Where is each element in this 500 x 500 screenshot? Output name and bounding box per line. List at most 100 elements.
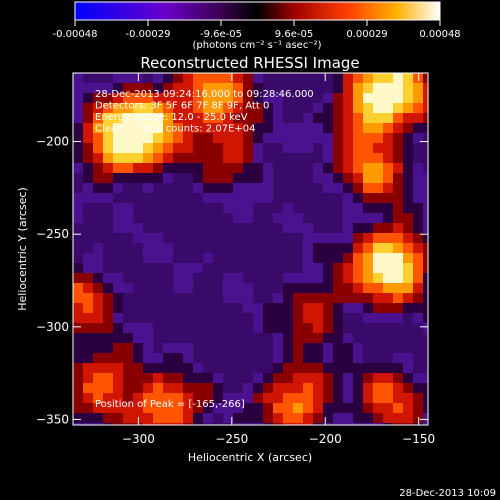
heatmap-cell xyxy=(373,243,383,253)
heatmap-cell xyxy=(173,393,183,403)
heatmap-cell xyxy=(363,283,373,293)
heatmap-cell xyxy=(283,353,293,363)
heatmap-cell xyxy=(403,393,413,403)
heatmap-cell xyxy=(163,343,173,353)
heatmap-cell xyxy=(253,293,263,303)
heatmap-cell xyxy=(223,243,233,253)
heatmap-cell xyxy=(73,333,83,343)
heatmap-cell xyxy=(143,363,153,373)
heatmap-cell xyxy=(193,293,203,303)
heatmap-cell xyxy=(203,263,213,273)
heatmap-cell xyxy=(193,383,203,393)
x-axis: −300 −250 −200 −150 xyxy=(122,73,435,446)
heatmap-cell xyxy=(213,123,223,133)
heatmap-cell xyxy=(153,93,163,103)
heatmap-cell xyxy=(283,363,293,373)
heatmap-cell xyxy=(293,103,303,113)
heatmap-cell xyxy=(173,363,183,373)
heatmap-cell xyxy=(83,153,93,163)
heatmap-cell xyxy=(223,283,233,293)
heatmap-cell xyxy=(303,123,313,133)
heatmap-cell xyxy=(363,413,373,423)
colorbar-tick-label: -9.6e-05 xyxy=(200,29,242,40)
heatmap-cell xyxy=(303,163,313,173)
heatmap-cell xyxy=(373,143,383,153)
heatmap-cell xyxy=(183,333,193,343)
heatmap-cell xyxy=(113,283,123,293)
heatmap-cell xyxy=(163,323,173,333)
heatmap-cell xyxy=(333,303,343,313)
heatmap-cell xyxy=(213,153,223,163)
heatmap-cell xyxy=(293,423,303,425)
heatmap-cell xyxy=(83,313,93,323)
heatmap-cell xyxy=(223,353,233,363)
heatmap-cell xyxy=(103,203,113,213)
colorbar: -0.00048 -0.00029 -9.6e-05 9.6e-05 0.00029 0.… xyxy=(53,1,461,51)
heatmap-cell xyxy=(193,303,203,313)
heatmap-cell xyxy=(103,293,113,303)
heatmap-cell xyxy=(203,173,213,183)
heatmap-cell xyxy=(183,413,193,423)
heatmap-cell xyxy=(273,103,283,113)
heatmap-cell xyxy=(283,153,293,163)
heatmap-cell xyxy=(363,233,373,243)
heatmap-cell xyxy=(123,413,133,423)
heatmap-cell xyxy=(423,93,428,103)
heatmap-cell xyxy=(263,163,273,173)
heatmap-cell xyxy=(403,73,413,83)
heatmap-cell xyxy=(243,423,253,425)
heatmap-cell xyxy=(373,83,383,93)
heatmap-cell xyxy=(353,153,363,163)
heatmap-cell xyxy=(113,233,123,243)
heatmap-cell xyxy=(283,163,293,173)
heatmap-cell xyxy=(313,393,323,403)
heatmap-cell xyxy=(73,93,83,103)
heatmap-cell xyxy=(293,273,303,283)
heatmap-cell xyxy=(113,383,123,393)
heatmap-cell xyxy=(243,203,253,213)
heatmap-cell xyxy=(343,103,353,113)
annotation-block: 28-Dec-2013 09:24:16.000 to 09:28:46.000… xyxy=(95,89,314,135)
heatmap-cell xyxy=(103,113,113,123)
heatmap-cell xyxy=(363,393,373,403)
heatmap-cell xyxy=(203,403,213,413)
heatmap-cell xyxy=(203,163,213,173)
heatmap-cell xyxy=(213,223,223,233)
heatmap-cell xyxy=(243,173,253,183)
heatmap-cell xyxy=(423,343,428,353)
heatmap-cell xyxy=(93,283,103,293)
heatmap-cell xyxy=(403,383,413,393)
heatmap-cell xyxy=(113,143,123,153)
heatmap-cell xyxy=(183,393,193,403)
heatmap-cell xyxy=(243,183,253,193)
heatmap-cell xyxy=(233,263,243,273)
heatmap-cell xyxy=(413,363,423,373)
heatmap-cell xyxy=(283,373,293,383)
heatmap-cell xyxy=(143,293,153,303)
heatmap-cell xyxy=(143,113,153,123)
heatmap-cell xyxy=(233,213,243,223)
heatmap-cell xyxy=(103,253,113,263)
heatmap-cell xyxy=(233,303,243,313)
heatmap-cell xyxy=(203,353,213,363)
heatmap-cell xyxy=(333,233,343,243)
heatmap-cell xyxy=(353,413,363,423)
heatmap-cell xyxy=(103,353,113,363)
heatmap-cell xyxy=(383,263,393,273)
heatmap-cell xyxy=(293,173,303,183)
heatmap-cell xyxy=(123,243,133,253)
heatmap-cell xyxy=(253,253,263,263)
heatmap-cell xyxy=(173,333,183,343)
heatmap-cell xyxy=(403,283,413,293)
heatmap-cell xyxy=(303,323,313,333)
heatmap-cell xyxy=(333,143,343,153)
heatmap-cell xyxy=(323,343,333,353)
heatmap-cell xyxy=(343,83,353,93)
heatmap-cell xyxy=(423,213,428,223)
heatmap-cell xyxy=(393,233,403,243)
heatmap-cell xyxy=(93,373,103,383)
heatmap-cell xyxy=(243,163,253,173)
heatmap-cell xyxy=(193,323,203,333)
heatmap-cell xyxy=(113,273,123,283)
heatmap-cell xyxy=(393,373,403,383)
